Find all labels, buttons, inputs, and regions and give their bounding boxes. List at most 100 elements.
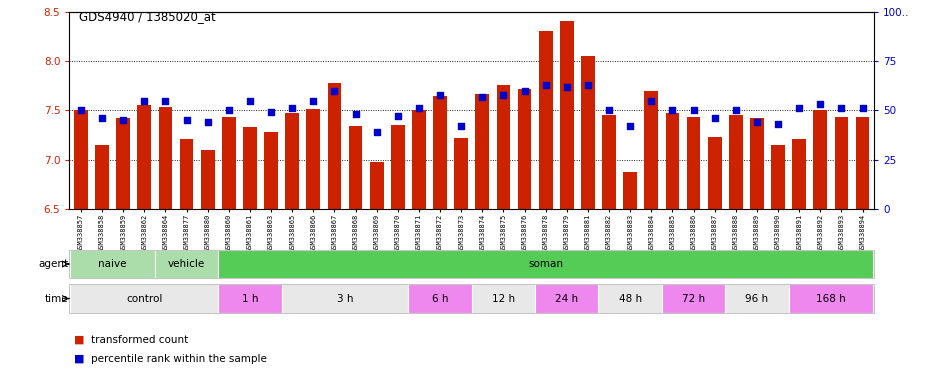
Bar	[518, 89, 532, 209]
Point	[221, 108, 236, 114]
Point	[179, 117, 194, 123]
Bar	[666, 113, 679, 209]
Text: 3 h: 3 h	[337, 293, 353, 304]
Bar	[771, 145, 785, 209]
Point	[327, 88, 342, 94]
Point	[601, 108, 616, 114]
Point	[201, 119, 216, 125]
Text: 24 h: 24 h	[555, 293, 578, 304]
Point	[644, 98, 659, 104]
Bar	[536, 284, 598, 313]
Bar	[813, 111, 827, 209]
Point	[285, 105, 300, 111]
Bar	[708, 137, 722, 209]
Point	[475, 93, 489, 99]
Bar	[218, 284, 281, 313]
Point	[708, 115, 722, 121]
Bar	[370, 162, 384, 209]
Bar	[408, 284, 472, 313]
Bar	[433, 96, 447, 209]
Point	[390, 113, 405, 119]
Bar	[281, 284, 408, 313]
Point	[137, 98, 152, 104]
Point	[454, 123, 469, 129]
Bar	[412, 111, 426, 209]
Text: time: time	[44, 293, 68, 304]
Point	[749, 119, 764, 125]
Point	[264, 109, 278, 116]
Bar	[856, 118, 869, 209]
Bar	[686, 118, 700, 209]
Bar	[218, 250, 873, 278]
Text: agent: agent	[38, 259, 68, 269]
Bar	[201, 150, 215, 209]
Point	[665, 108, 680, 114]
Bar	[154, 250, 218, 278]
Bar	[179, 139, 193, 209]
Bar	[598, 284, 662, 313]
Bar	[472, 284, 536, 313]
Bar	[138, 106, 151, 209]
Bar	[725, 284, 789, 313]
Bar	[117, 118, 130, 209]
Bar	[793, 139, 806, 209]
Bar	[729, 115, 743, 209]
Point	[686, 108, 701, 114]
Bar	[623, 172, 637, 209]
Bar	[645, 91, 659, 209]
Point	[242, 98, 257, 104]
Bar	[158, 108, 172, 209]
Text: 6 h: 6 h	[432, 293, 449, 304]
Bar	[222, 118, 236, 209]
Bar	[243, 127, 257, 209]
Bar	[789, 284, 873, 313]
Bar	[662, 284, 725, 313]
Bar	[265, 132, 277, 209]
Bar	[834, 118, 848, 209]
Text: control: control	[126, 293, 163, 304]
Bar	[581, 56, 595, 209]
Point	[116, 117, 130, 123]
Point	[792, 105, 807, 111]
Bar	[539, 31, 552, 209]
Point	[581, 82, 596, 88]
Point	[560, 84, 574, 90]
Point	[496, 91, 511, 98]
Text: 168 h: 168 h	[816, 293, 845, 304]
Bar	[475, 94, 489, 209]
Point	[771, 121, 785, 127]
Text: 72 h: 72 h	[682, 293, 705, 304]
Point	[412, 105, 426, 111]
Bar	[306, 109, 320, 209]
Text: ■: ■	[74, 354, 84, 364]
Point	[834, 105, 849, 111]
Text: ■: ■	[74, 335, 84, 345]
Point	[306, 98, 321, 104]
Point	[855, 105, 870, 111]
Point	[94, 115, 109, 121]
Text: 12 h: 12 h	[492, 293, 515, 304]
Point	[517, 88, 532, 94]
Point	[348, 111, 363, 118]
Text: GDS4940 / 1385020_at: GDS4940 / 1385020_at	[79, 10, 216, 23]
Bar	[349, 126, 363, 209]
Bar	[74, 111, 88, 209]
Text: percentile rank within the sample: percentile rank within the sample	[91, 354, 266, 364]
Text: naive: naive	[98, 259, 127, 269]
Bar	[95, 145, 109, 209]
Bar	[70, 250, 154, 278]
Text: 1 h: 1 h	[241, 293, 258, 304]
Bar	[285, 113, 299, 209]
Text: transformed count: transformed count	[91, 335, 188, 345]
Bar	[602, 115, 616, 209]
Bar	[750, 118, 764, 209]
Point	[158, 98, 173, 104]
Text: vehicle: vehicle	[168, 259, 205, 269]
Bar	[454, 138, 468, 209]
Point	[623, 123, 637, 129]
Bar	[560, 22, 574, 209]
Point	[538, 82, 553, 88]
Bar	[70, 284, 218, 313]
Bar	[391, 125, 405, 209]
Point	[728, 108, 743, 114]
